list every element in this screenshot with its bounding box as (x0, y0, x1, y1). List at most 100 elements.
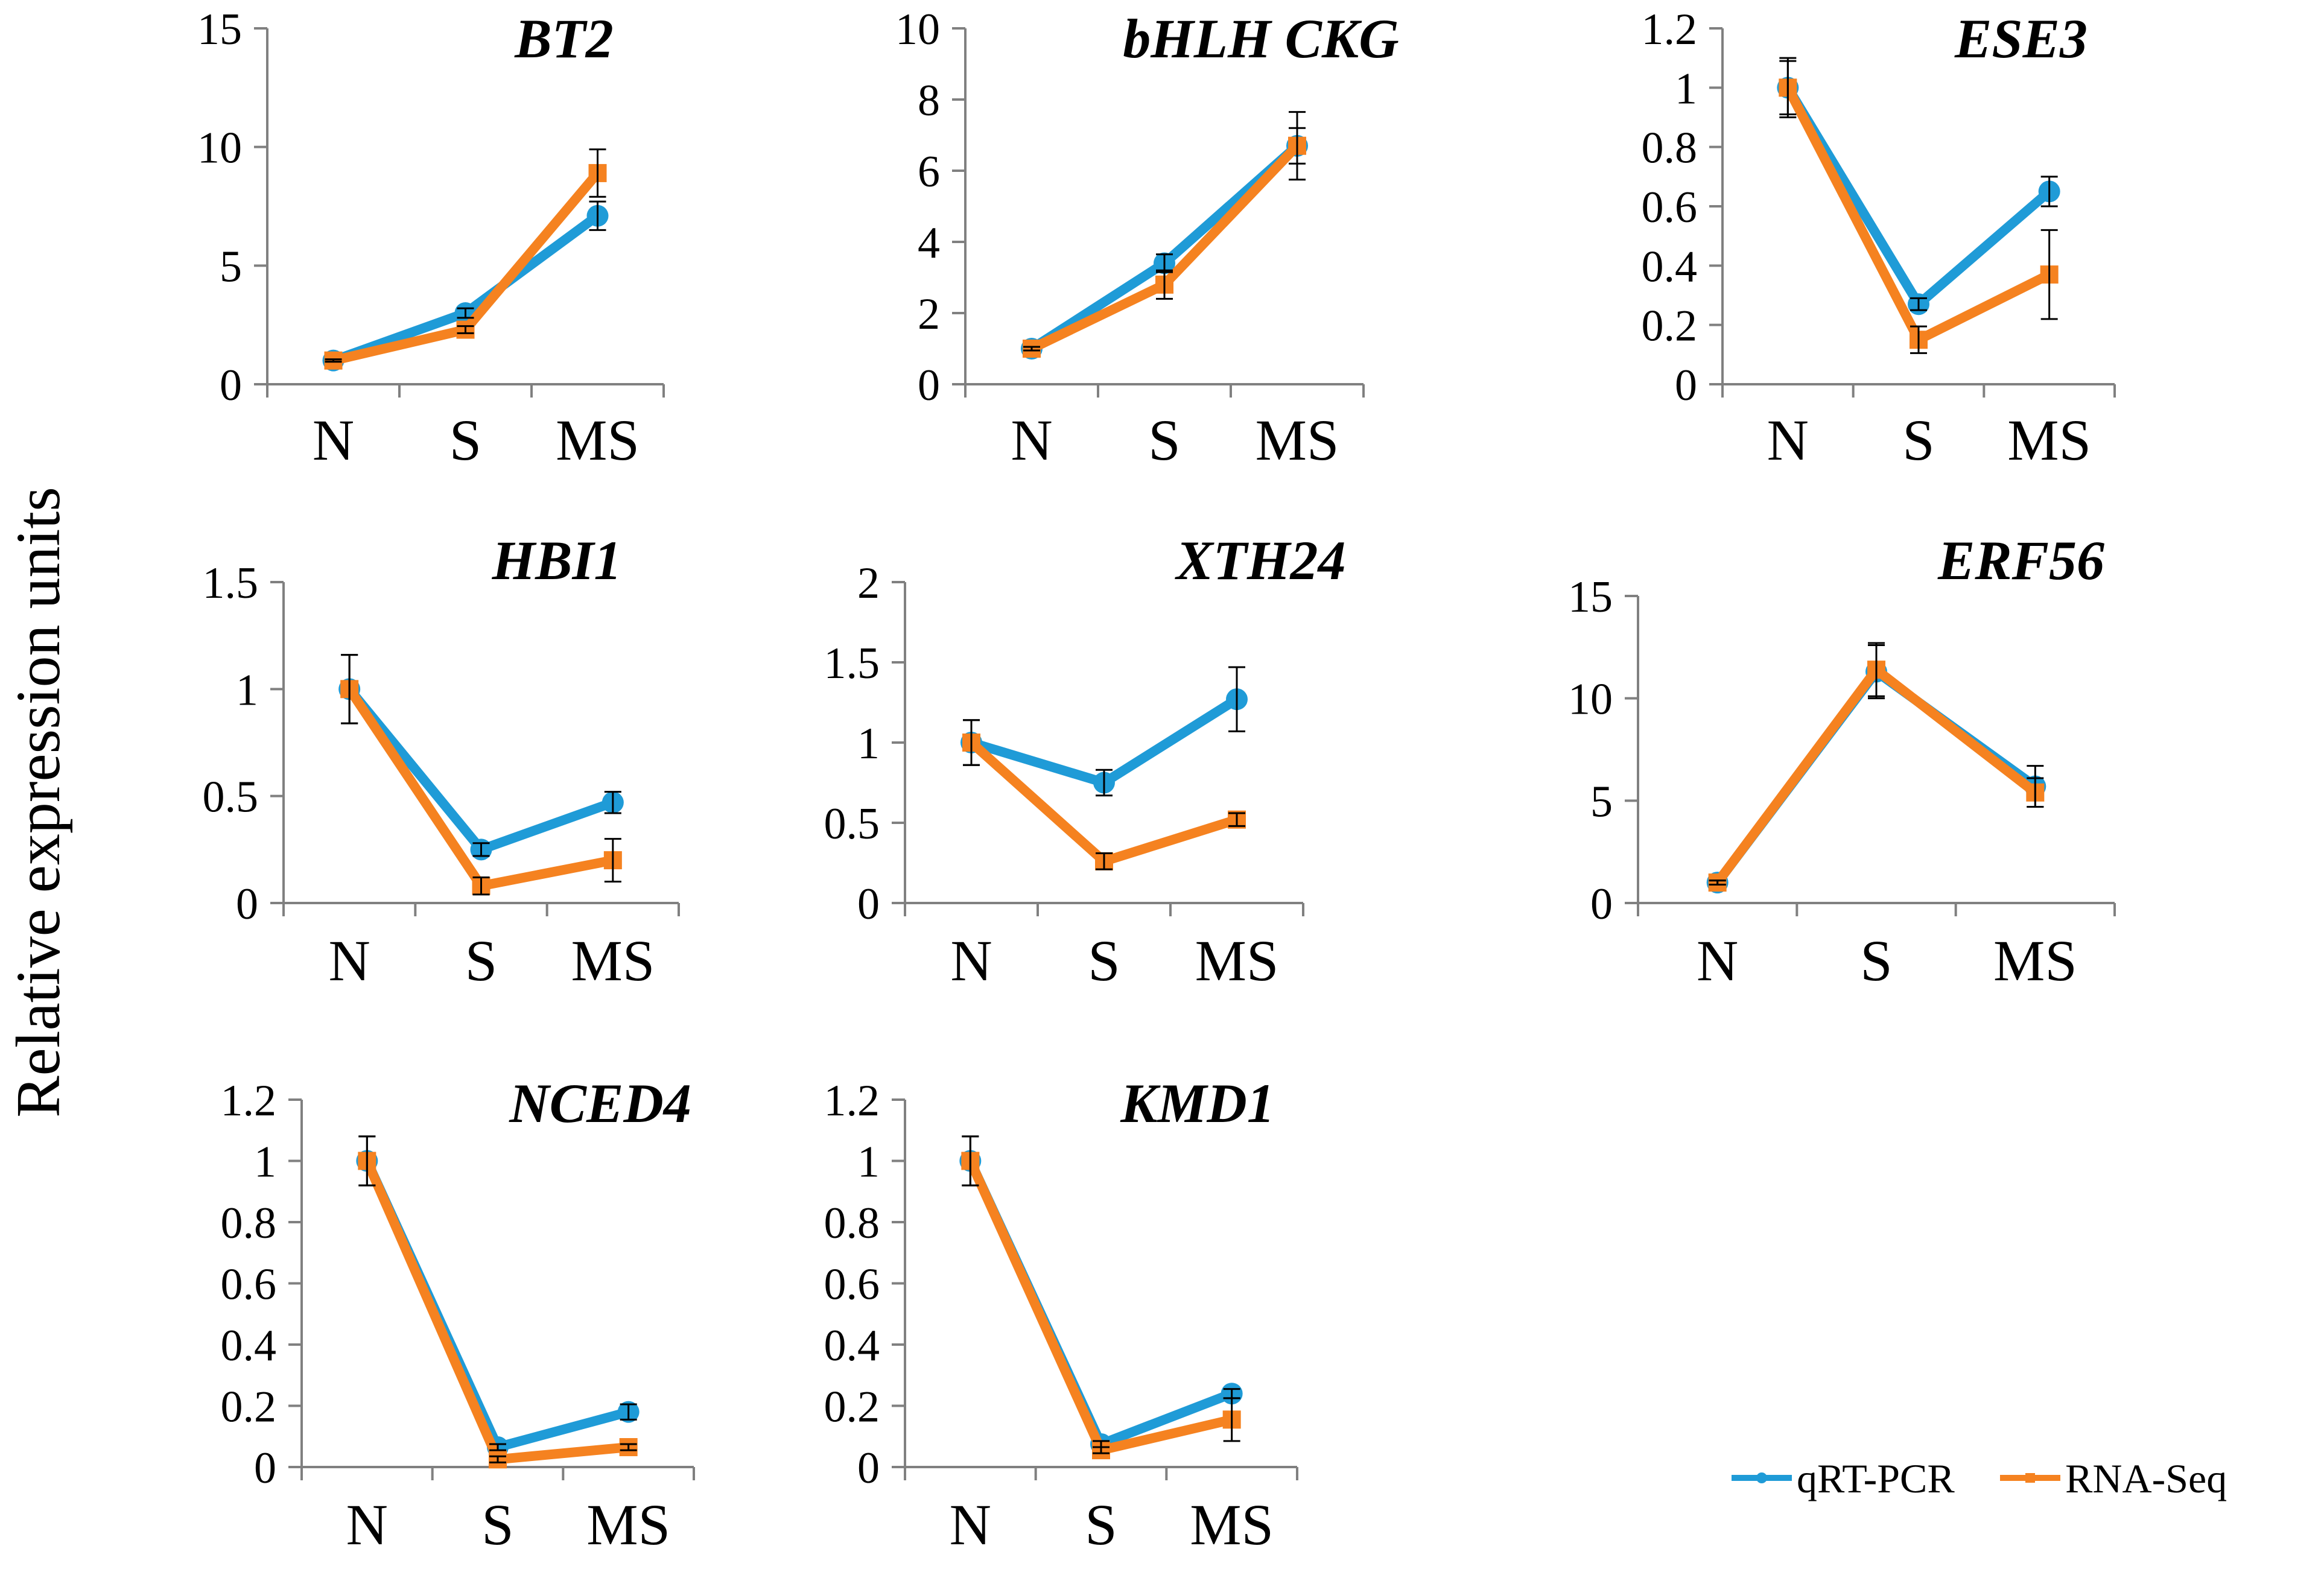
series-rna-seq (324, 163, 607, 370)
error-bar (1910, 325, 1927, 354)
series-line (1783, 85, 2053, 309)
error-bar (1096, 852, 1113, 870)
panel-erf56: 0 5 10 15 N S MS ERF56 (1568, 530, 2116, 993)
category-label: S (1148, 408, 1180, 472)
error-bar (1093, 1446, 1110, 1454)
panel-title: XTH24 (1174, 530, 1345, 591)
panel-title: HBI1 (492, 530, 622, 591)
y-tick-label: 0 (1675, 361, 1697, 410)
error-bar (2040, 176, 2058, 208)
y-tick-label: 0 (236, 879, 258, 929)
error-bar (1156, 269, 1173, 300)
y-tick-label: 0.5 (203, 773, 259, 822)
error-bar (2027, 777, 2044, 808)
category-label: S (1902, 408, 1934, 472)
y-tick-label: 6 (918, 147, 940, 197)
y-tick-label: 0.8 (1642, 124, 1698, 173)
error-bar (1023, 346, 1040, 352)
y-tick-label: 0.8 (221, 1199, 277, 1248)
category-label: MS (1195, 928, 1279, 993)
series-line (345, 686, 615, 855)
error-bar (358, 1135, 376, 1187)
series-rna-seq (961, 1152, 1241, 1460)
category-label: N (950, 1492, 991, 1557)
y-tick-label: 0 (220, 361, 242, 410)
panel-bhlh-ckg: 0 2 4 6 8 10 N S MS bHLH CKG (895, 5, 1399, 472)
y-tick-label: 2 (918, 290, 940, 339)
series-qrt-pcr (356, 1150, 640, 1459)
y-tick-label: 15 (1568, 572, 1613, 622)
error-bar (604, 838, 621, 883)
y-tick-label: 0.4 (221, 1321, 277, 1371)
y-tick-label: 5 (220, 242, 242, 291)
error-bar (1779, 60, 1797, 116)
y-tick-label: 1.5 (203, 559, 259, 608)
category-label: MS (586, 1492, 670, 1557)
y-tick-label: 0.8 (824, 1199, 880, 1248)
error-bar (472, 876, 490, 896)
y-tick-label: 4 (918, 218, 940, 268)
category-label: MS (571, 928, 655, 993)
error-bar (472, 842, 490, 857)
legend-label: RNA-Seq (2065, 1456, 2227, 1501)
y-tick-label: 10 (197, 124, 242, 173)
y-tick-label: 1.2 (1642, 5, 1698, 54)
y-tick-label: 0.5 (824, 799, 880, 849)
panel-title: ESE3 (1954, 8, 2087, 69)
category-label: MS (556, 408, 640, 472)
panel-kmd1: 0 0.2 0.4 0.6 0.8 1 1.2 N S MS KMD1 (824, 1073, 1298, 1557)
category-label: N (1697, 928, 1738, 993)
category-label: N (1767, 408, 1809, 472)
series-qrt-pcr (338, 678, 624, 861)
series-rna-seq (340, 680, 622, 895)
error-bar (604, 791, 621, 814)
error-bar (1289, 111, 1306, 181)
y-tick-label: 1 (857, 1138, 880, 1187)
y-tick-label: 1 (236, 665, 258, 715)
series-line (966, 1159, 1234, 1449)
category-label: MS (2007, 408, 2091, 472)
category-label: S (481, 1492, 513, 1557)
y-tick-label: 1 (254, 1138, 276, 1187)
y-tick-label: 10 (895, 5, 940, 54)
y-tick-label: 0.6 (1642, 183, 1698, 232)
category-label: MS (1993, 928, 2077, 993)
panel-ese3: 0 0.2 0.4 0.6 0.8 1 1.2 N S MS ESE3 (1642, 5, 2116, 472)
category-label: S (1085, 1492, 1117, 1557)
category-label: N (346, 1492, 388, 1557)
y-tick-label: 0.4 (824, 1321, 880, 1371)
error-bar (489, 1443, 506, 1451)
error-bar (489, 1455, 506, 1463)
category-label: N (950, 928, 992, 993)
panel-hbi1: 0 0.5 1 1.5 N S MS HBI1 (203, 530, 680, 993)
category-label: N (313, 408, 354, 472)
y-tick-label: 1.5 (824, 639, 880, 688)
series-line (363, 1159, 630, 1453)
y-tick-label: 1.2 (221, 1076, 277, 1126)
y-tick-label: 0.2 (1642, 302, 1698, 351)
error-bar (1910, 297, 1927, 311)
error-bar (620, 1443, 637, 1451)
error-bar (457, 325, 474, 334)
legend-entry-rna-seq: RNA-Seq (2000, 1456, 2227, 1501)
error-bar (1223, 1397, 1240, 1442)
y-tick-label: 1 (857, 719, 880, 769)
error-bar (1868, 642, 1885, 697)
series-qrt-pcr (959, 1150, 1243, 1455)
y-tick-label: 15 (197, 5, 242, 54)
y-tick-label: 0.4 (1642, 242, 1698, 291)
panel-title: bHLH CKG (1123, 8, 1399, 69)
error-bar (341, 654, 358, 724)
y-tick-label: 0.6 (824, 1260, 880, 1310)
series-line (1029, 142, 1301, 353)
legend-marker (1756, 1472, 1767, 1483)
category-label: MS (1256, 408, 1339, 472)
error-bar (1228, 812, 1245, 827)
series-qrt-pcr (1021, 135, 1308, 360)
legend-label: qRT-PCR (1797, 1456, 1955, 1501)
category-label: S (465, 928, 497, 993)
category-label: S (1860, 928, 1892, 993)
category-label: N (1011, 408, 1052, 472)
error-bar (1228, 666, 1245, 732)
